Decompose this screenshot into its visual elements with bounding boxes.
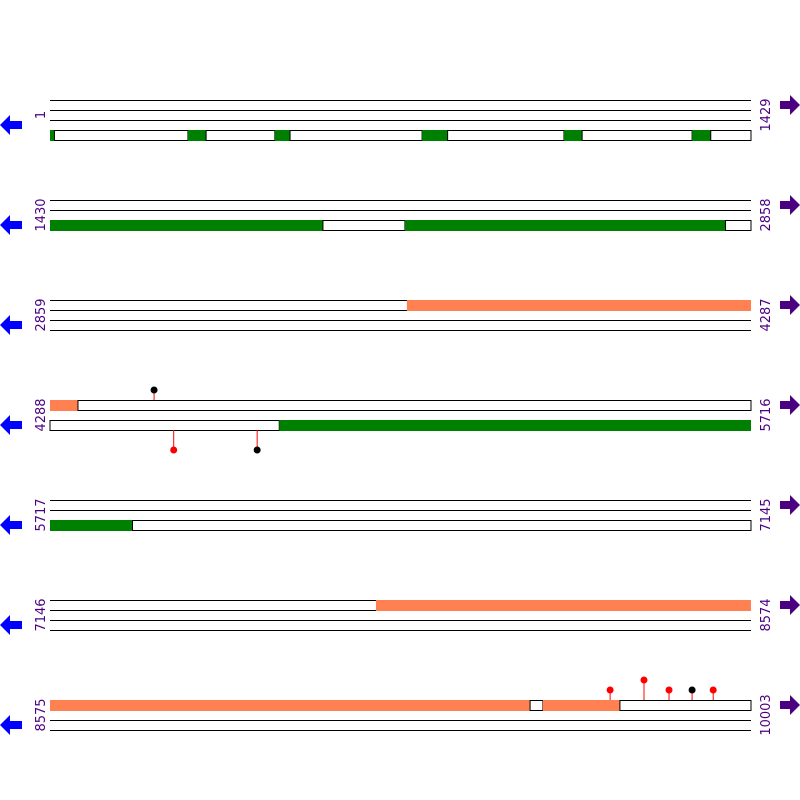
sequence-row: 5717 7145 [0, 495, 800, 535]
repeat-segment [406, 300, 751, 311]
repeat-segment [50, 700, 531, 711]
marker-dot [606, 686, 614, 694]
marker-dot [170, 446, 178, 454]
start-position-label: 2859 [34, 298, 49, 331]
sequence-row: 8575 10003 [0, 676, 800, 736]
end-position-label: 5716 [759, 398, 774, 431]
site-marker [709, 686, 717, 700]
left-arrow-icon [0, 115, 22, 135]
cds-segment [50, 220, 323, 231]
cds-segment [404, 220, 726, 231]
right-arrow-icon [780, 495, 800, 515]
cds-segment [422, 130, 448, 141]
cds-segment [279, 420, 751, 431]
start-position-label: 5717 [34, 498, 49, 531]
left-arrow-icon [0, 215, 22, 235]
site-marker [170, 430, 178, 454]
sequence-row: 1 1429 [0, 95, 800, 141]
start-position-label: 4288 [34, 398, 49, 431]
intron-gap [447, 130, 565, 141]
intron-gap [529, 700, 544, 711]
left-arrow-icon [0, 415, 22, 435]
repeat-segment [50, 400, 78, 411]
cds-segment [563, 130, 583, 141]
cds-segment [50, 130, 55, 141]
marker-dot [150, 386, 158, 394]
repeat-segment [542, 700, 620, 711]
right-arrow-icon [780, 95, 800, 115]
start-position-label: 1 [34, 111, 49, 119]
sequence-row: 4288 5716 [0, 386, 800, 454]
repeat-segment [375, 600, 751, 611]
marker-dot [709, 686, 717, 694]
cds-segment [187, 130, 207, 141]
marker-dot [688, 686, 696, 694]
right-arrow-icon [780, 395, 800, 415]
start-position-label: 1430 [34, 198, 49, 231]
site-marker [640, 676, 648, 700]
cds-segment [692, 130, 711, 141]
right-arrow-icon [780, 595, 800, 615]
right-arrow-icon [780, 695, 800, 715]
left-arrow-icon [0, 315, 22, 335]
site-marker [253, 430, 261, 454]
sequence-row: 7146 8574 [0, 595, 800, 635]
marker-dot [640, 676, 648, 684]
start-position-label: 7146 [34, 598, 49, 631]
end-position-label: 7145 [759, 498, 774, 531]
marker-dot [665, 686, 673, 694]
right-arrow-icon [780, 195, 800, 215]
intron-gap [322, 220, 406, 231]
end-position-label: 1429 [759, 98, 774, 131]
intron-gap [581, 130, 693, 141]
site-marker [688, 686, 696, 700]
intron-gap [724, 220, 752, 231]
site-marker [150, 386, 158, 400]
intron-gap [205, 130, 276, 141]
site-marker [606, 686, 614, 700]
left-arrow-icon [0, 615, 22, 635]
left-arrow-icon [0, 715, 22, 735]
intron-gap [77, 400, 752, 411]
end-position-label: 4287 [759, 298, 774, 331]
cds-segment [50, 520, 133, 531]
end-position-label: 8574 [759, 598, 774, 631]
end-position-label: 2858 [759, 198, 774, 231]
cds-segment [274, 130, 291, 141]
right-arrow-icon [780, 295, 800, 315]
sequence-row: 1430 2858 [0, 195, 800, 235]
start-position-label: 8575 [34, 698, 49, 731]
marker-dot [253, 446, 261, 454]
end-position-label: 10003 [759, 694, 774, 735]
intron-gap [619, 700, 752, 711]
intron-gap [289, 130, 423, 141]
intron-gap [131, 520, 752, 531]
intron-gap [49, 420, 280, 431]
intron-gap [710, 130, 752, 141]
sequence-row: 2859 4287 [0, 295, 800, 335]
left-arrow-icon [0, 515, 22, 535]
intron-gap [53, 130, 189, 141]
site-marker [665, 686, 673, 700]
